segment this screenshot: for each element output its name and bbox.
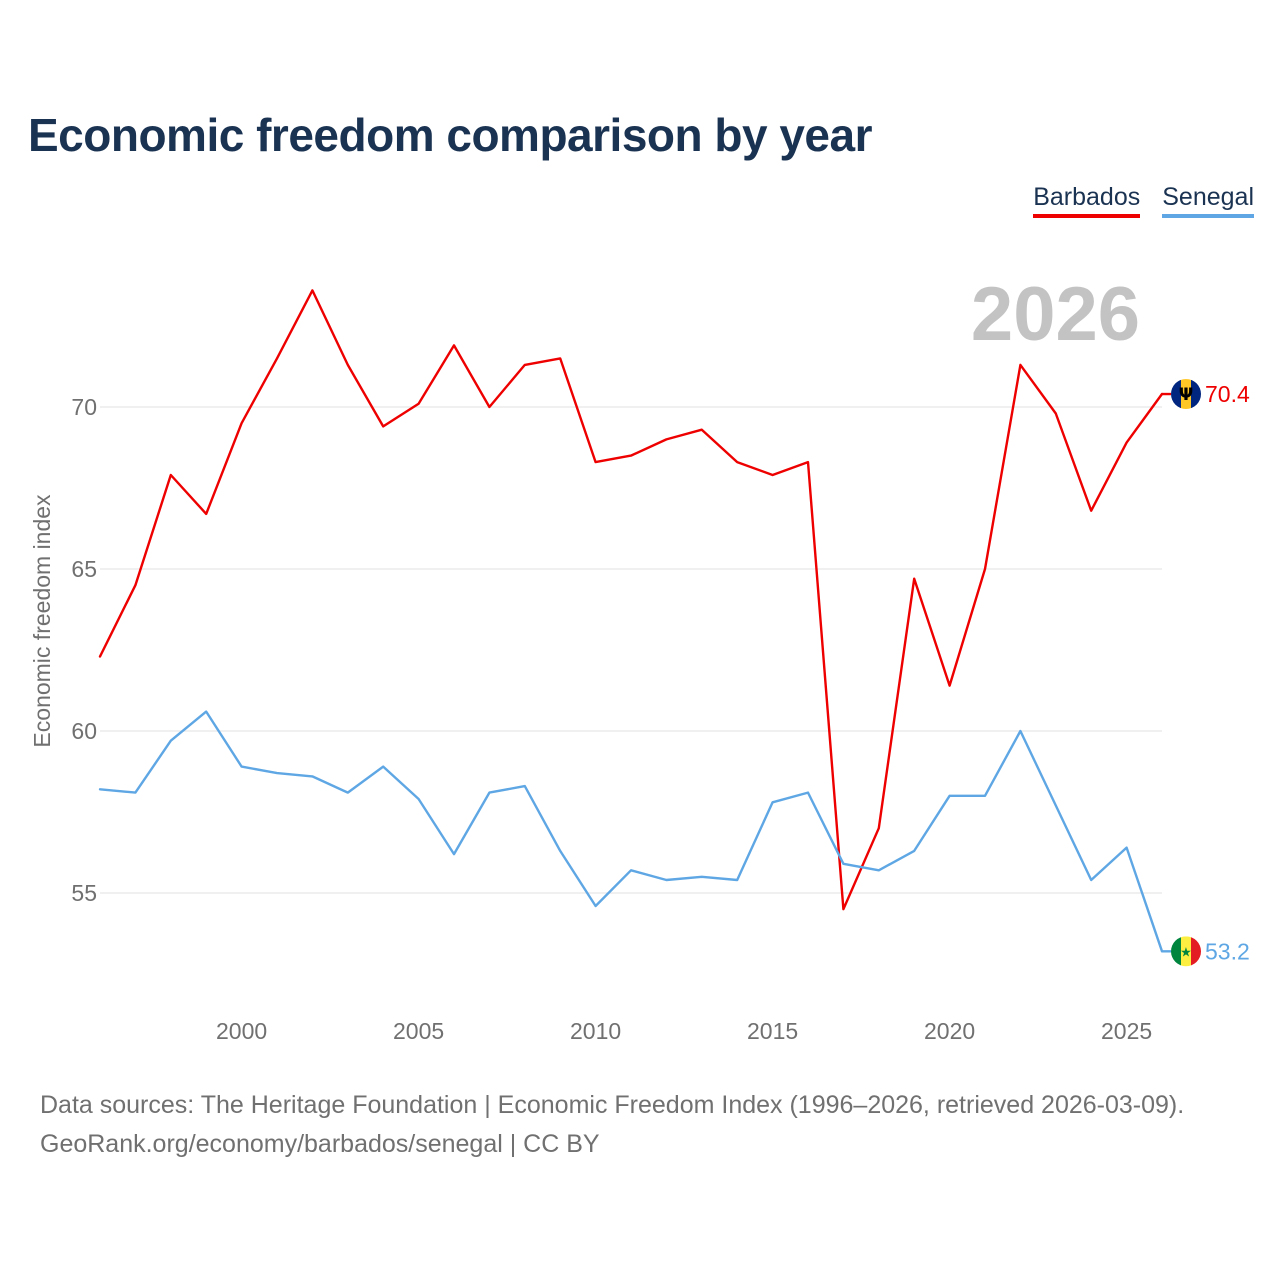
x-tick-label: 2005 [393, 1018, 444, 1044]
y-tick-label: 70 [71, 394, 97, 420]
data-sources-note: Data sources: The Heritage Foundation | … [40, 1091, 1185, 1119]
current-year-label: 2026 [971, 272, 1140, 357]
svg-text:★: ★ [1180, 945, 1192, 960]
y-tick-label: 65 [71, 556, 97, 582]
svg-text:Ψ: Ψ [1179, 385, 1193, 405]
footer: Data sources: The Heritage Foundation | … [40, 1086, 1184, 1164]
senegal-flag-icon: ★ [1171, 936, 1201, 967]
x-tick-label: 2020 [924, 1018, 975, 1044]
credit-link[interactable]: GeoRank.org/economy/barbados/senegal | C… [40, 1130, 600, 1158]
y-tick-label: 60 [71, 718, 97, 744]
end-value-label-senegal: 53.2 [1205, 938, 1250, 964]
y-tick-label: 55 [71, 880, 97, 906]
y-axis-label: Economic freedom index [29, 494, 55, 748]
legend-item-senegal[interactable]: Senegal [1162, 183, 1254, 218]
line-chart: 2026 Economic freedom index 55 60 65 70 2000… [29, 272, 1250, 1044]
x-tick-label: 2025 [1101, 1018, 1152, 1044]
series-line-barbados[interactable] [98, 289, 1164, 911]
legend-item-barbados[interactable]: Barbados [1033, 183, 1141, 218]
legend: Barbados Senegal [1033, 183, 1254, 218]
x-tick-label: 2015 [747, 1018, 798, 1044]
end-value-label-barbados: 70.4 [1205, 381, 1250, 407]
x-tick-label: 2000 [216, 1018, 267, 1044]
x-tick-label: 2010 [570, 1018, 621, 1044]
chart-title: Economic freedom comparison by year [28, 109, 873, 161]
series-line-senegal[interactable] [98, 710, 1164, 953]
barbados-flag-icon: Ψ [1171, 379, 1201, 410]
